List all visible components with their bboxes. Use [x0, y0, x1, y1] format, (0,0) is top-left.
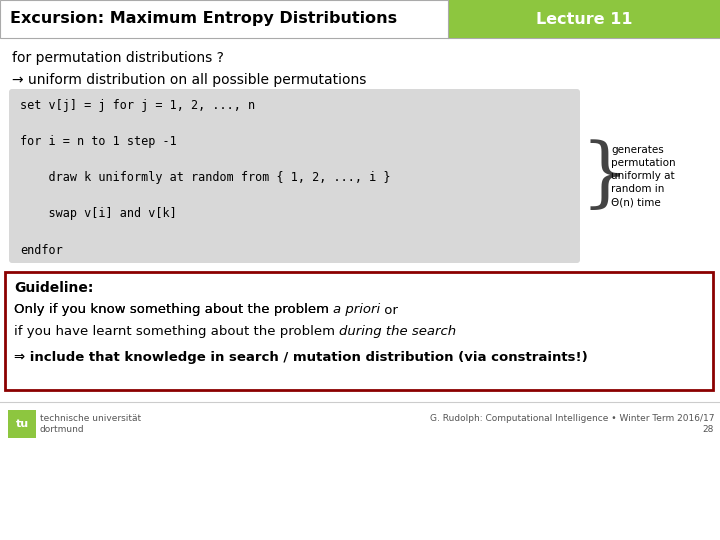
Text: swap v[i] and v[k]: swap v[i] and v[k] — [20, 207, 176, 220]
Text: tu: tu — [15, 419, 29, 429]
Text: for permutation distributions ?: for permutation distributions ? — [12, 51, 224, 65]
Text: Lecture 11: Lecture 11 — [536, 11, 632, 26]
Text: Only if you know something about the problem a priori or: Only if you know something about the pro… — [14, 303, 399, 316]
Text: G. Rudolph: Computational Intelligence • Winter Term 2016/17
28: G. Rudolph: Computational Intelligence •… — [430, 414, 714, 434]
Text: technische universität
dortmund: technische universität dortmund — [40, 414, 141, 434]
Text: a priori: a priori — [333, 303, 380, 316]
Bar — [0, 0, 720, 38]
Text: generates
permutation
uniformly at
random in
Θ(n) time: generates permutation uniformly at rando… — [611, 145, 675, 207]
FancyBboxPatch shape — [9, 89, 580, 263]
Text: }: } — [581, 139, 629, 213]
Text: set v[j] = j for j = 1, 2, ..., n: set v[j] = j for j = 1, 2, ..., n — [20, 99, 255, 112]
Bar — [5, 272, 713, 390]
Bar — [8, 410, 36, 438]
Text: Only if you know something about the problem: Only if you know something about the pro… — [14, 303, 333, 316]
Text: → uniform distribution on all possible permutations: → uniform distribution on all possible p… — [12, 73, 366, 87]
Text: Excursion: Maximum Entropy Distributions: Excursion: Maximum Entropy Distributions — [10, 11, 397, 26]
Text: ⇒ include that knowledge in search / mutation distribution (via constraints!): ⇒ include that knowledge in search / mut… — [14, 350, 588, 363]
Text: draw k uniformly at random from { 1, 2, ..., i }: draw k uniformly at random from { 1, 2, … — [20, 172, 390, 185]
Text: or: or — [380, 303, 398, 316]
Text: endfor: endfor — [20, 244, 63, 256]
Bar — [448, 0, 720, 38]
Text: for i = n to 1 step -1: for i = n to 1 step -1 — [20, 136, 176, 148]
Text: if you have learnt something about the problem: if you have learnt something about the p… — [14, 326, 339, 339]
Text: Guideline:: Guideline: — [14, 281, 94, 295]
Text: Only if you know something about the problem: Only if you know something about the pro… — [14, 303, 333, 316]
Text: during the search: during the search — [339, 326, 456, 339]
